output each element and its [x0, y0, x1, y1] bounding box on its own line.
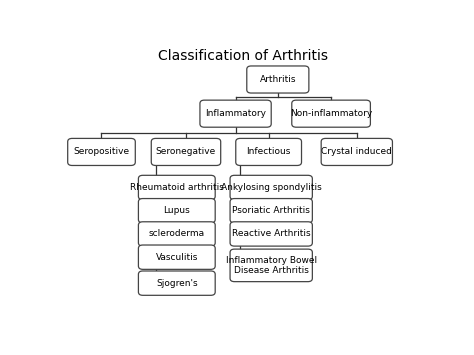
Text: Psoriatic Arthritis: Psoriatic Arthritis	[232, 206, 310, 215]
Text: Inflammatory Bowel
Disease Arthritis: Inflammatory Bowel Disease Arthritis	[226, 256, 317, 275]
Text: Sjogren's: Sjogren's	[156, 279, 198, 288]
Text: Infectious: Infectious	[246, 147, 291, 157]
Text: Lupus: Lupus	[164, 206, 190, 215]
FancyBboxPatch shape	[230, 249, 312, 282]
FancyBboxPatch shape	[236, 138, 301, 165]
FancyBboxPatch shape	[230, 175, 312, 200]
Text: Ankylosing spondylitis: Ankylosing spondylitis	[221, 183, 321, 192]
Text: Inflammatory: Inflammatory	[205, 109, 266, 118]
Text: Crystal induced: Crystal induced	[321, 147, 392, 157]
Text: Seropositive: Seropositive	[73, 147, 129, 157]
FancyBboxPatch shape	[200, 100, 271, 127]
Text: Reactive Arthritis: Reactive Arthritis	[232, 229, 310, 239]
Text: Classification of Arthritis: Classification of Arthritis	[158, 49, 328, 64]
FancyBboxPatch shape	[230, 222, 312, 246]
FancyBboxPatch shape	[138, 271, 215, 295]
FancyBboxPatch shape	[292, 100, 370, 127]
FancyBboxPatch shape	[321, 138, 392, 165]
FancyBboxPatch shape	[138, 245, 215, 269]
FancyBboxPatch shape	[230, 198, 312, 223]
FancyBboxPatch shape	[138, 222, 215, 246]
FancyBboxPatch shape	[247, 66, 309, 93]
Text: scleroderma: scleroderma	[149, 229, 205, 239]
FancyBboxPatch shape	[68, 138, 135, 165]
Text: Vasculitis: Vasculitis	[155, 253, 198, 262]
Text: Rheumatoid arthritis: Rheumatoid arthritis	[130, 183, 224, 192]
Text: Arthritis: Arthritis	[260, 75, 296, 84]
Text: Non-inflammatory: Non-inflammatory	[290, 109, 372, 118]
FancyBboxPatch shape	[138, 198, 215, 223]
FancyBboxPatch shape	[138, 175, 215, 200]
Text: Seronegative: Seronegative	[156, 147, 216, 157]
FancyBboxPatch shape	[151, 138, 221, 165]
